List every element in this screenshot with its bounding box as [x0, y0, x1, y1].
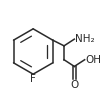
Text: O: O [70, 80, 78, 90]
Text: NH₂: NH₂ [75, 34, 95, 44]
Text: OH: OH [86, 55, 102, 65]
Text: F: F [30, 74, 36, 84]
